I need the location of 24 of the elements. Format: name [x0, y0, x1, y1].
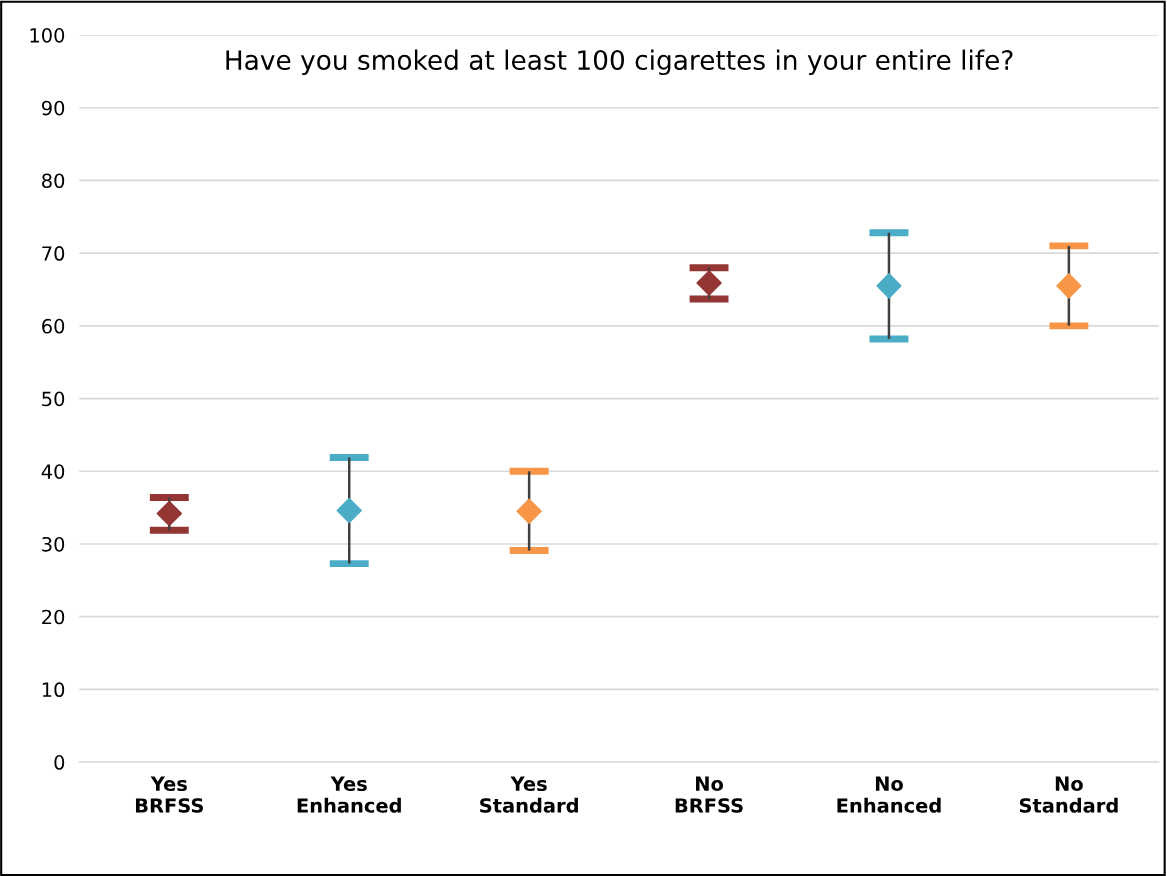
y-tick-label: 20 [42, 609, 65, 625]
text: Have you smoked at least 100 cigarettes in your entire life? [226, 49, 1013, 76]
point [336, 497, 362, 524]
y-tick-label: 50 [42, 391, 65, 407]
x-tick-label: No Standard [1019, 776, 1118, 813]
point [1056, 273, 1082, 299]
point [696, 270, 722, 296]
x-tick-label: No Enhanced [837, 776, 941, 813]
y-tick-label: 60 [42, 318, 65, 334]
y-tick-label: 100 [30, 28, 65, 43]
x-tick-label: Yes Standard [480, 776, 578, 813]
point [156, 500, 183, 527]
x-tick-label: No BRFSS [675, 776, 743, 813]
x-tick-label: Yes BRFSS [136, 776, 203, 813]
y-tick-label: 0 [54, 755, 65, 770]
x-tick-label: Yes Enhanced [297, 776, 401, 813]
y-tick-label: 90 [41, 100, 65, 116]
point [876, 273, 902, 299]
y-tick-label: 10 [42, 682, 65, 698]
point [516, 498, 542, 525]
y-tick-label: 80 [42, 173, 65, 189]
y-tick-label: 70 [42, 246, 65, 261]
y-tick-label: 40 [41, 464, 65, 479]
y-tick-label: 30 [42, 536, 65, 552]
